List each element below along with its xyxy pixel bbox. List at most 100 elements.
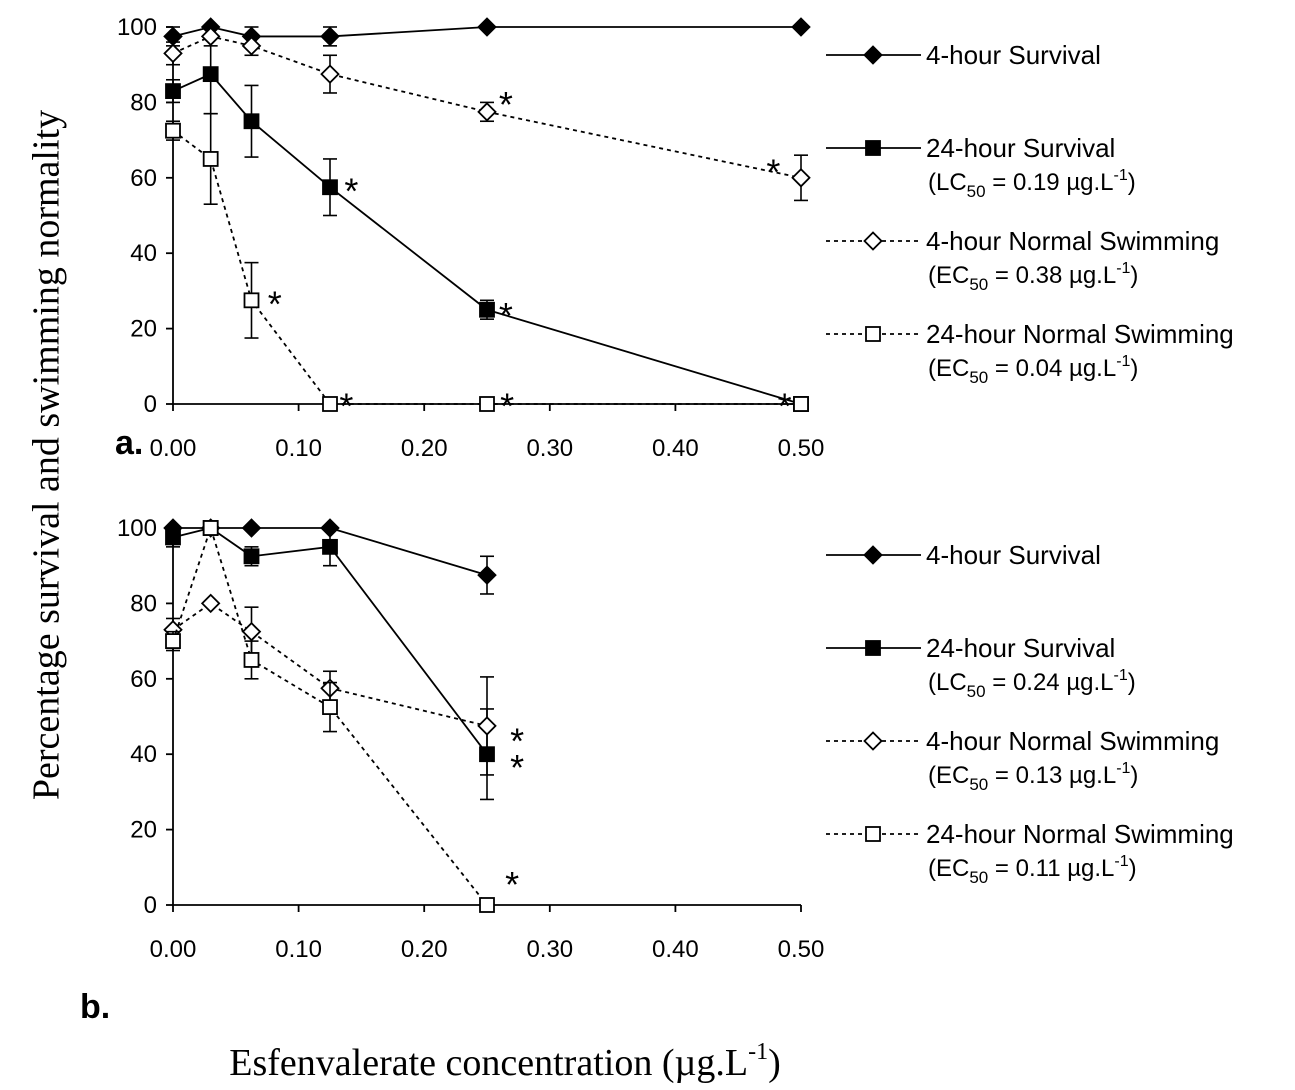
significance-star: *	[499, 295, 513, 336]
x-tick-label: 0.10	[275, 435, 322, 462]
significance-star: *	[510, 721, 524, 762]
legend-marker	[865, 140, 881, 156]
data-point	[322, 179, 338, 196]
x-tick-label: 0.40	[652, 936, 699, 963]
series-2	[163, 26, 811, 202]
x-axis-title-unit: µg.L	[674, 1042, 748, 1084]
data-point	[477, 17, 497, 37]
legend-entry: 24-hour Survival (LC50 = 0.24 µg.L-1)	[826, 633, 1136, 701]
legend-annotation-part-1: 50	[969, 275, 988, 294]
legend-annotation-part-4: )	[1129, 855, 1137, 882]
data-point	[477, 102, 497, 122]
data-point	[202, 520, 219, 536]
significance-star: *	[339, 385, 353, 426]
legend-label: 24-hour Normal Swimming	[926, 819, 1234, 849]
legend-annotation-part-2: = 0.24 µg.L	[986, 669, 1114, 696]
data-point	[243, 292, 260, 309]
data-point	[322, 396, 338, 412]
legend-annotation-part-2: = 0.04 µg.L	[988, 355, 1116, 382]
y-tick-label: 0	[144, 892, 157, 919]
series-line	[172, 73, 802, 405]
legend-entry: 4-hour Normal Swimming (EC50 = 0.13 µg.L-…	[826, 726, 1219, 794]
y-axis-title: Percentage survival and swimming normali…	[26, 110, 68, 800]
data-point	[322, 538, 338, 555]
legend-annotation-part-1: 50	[969, 368, 988, 387]
legend-annotation-part-0: (LC	[928, 169, 967, 196]
data-point	[322, 699, 338, 715]
x-tick-label: 0.10	[275, 936, 322, 963]
legend-marker	[863, 731, 883, 751]
data-point	[163, 43, 183, 64]
legend-marker	[863, 545, 883, 565]
data-point	[243, 113, 260, 130]
y-tick-label: 20	[130, 316, 157, 343]
panel-label: a.	[115, 424, 143, 462]
legend-annotation: (EC50 = 0.38 µg.L-1)	[928, 260, 1138, 294]
legend-annotation: (EC50 = 0.04 µg.L-1)	[928, 353, 1138, 387]
data-point	[200, 26, 221, 47]
data-point	[477, 565, 497, 585]
data-point	[200, 593, 221, 614]
legend-annotation-part-0: (EC	[928, 762, 969, 789]
legend-annotation-part-1: 50	[967, 682, 986, 701]
y-tick-label: 0	[144, 391, 157, 418]
legend-label: 24-hour Normal Swimming	[926, 319, 1234, 349]
x-tick-label: 0.30	[526, 435, 573, 462]
legend-label: 24-hour Survival	[926, 633, 1115, 663]
y-tick-label: 40	[130, 741, 157, 768]
x-tick-label: 0.40	[652, 435, 699, 462]
data-point	[241, 621, 262, 642]
legend-annotation-part-2: = 0.38 µg.L	[988, 262, 1116, 289]
legend-entry: 24-hour Survival (LC50 = 0.19 µg.L-1)	[826, 133, 1136, 201]
y-tick-label: 40	[130, 240, 157, 267]
legend-entry: 4-hour Survival	[826, 40, 1101, 70]
data-point	[243, 548, 260, 565]
legend-annotation-part-3: -1	[1114, 667, 1128, 684]
legend-annotation-part-3: -1	[1114, 853, 1128, 870]
data-point	[479, 301, 495, 318]
significance-star: *	[778, 385, 792, 426]
y-tick-label: 60	[130, 165, 157, 192]
significance-star: *	[268, 284, 282, 325]
legend-annotation-part-2: = 0.13 µg.L	[988, 762, 1116, 789]
x-tick-label: 0.50	[778, 936, 825, 963]
legend-annotation-part-2: = 0.19 µg.L	[986, 169, 1114, 196]
x-tick-label: 0.50	[778, 435, 825, 462]
legend-annotation: (LC50 = 0.19 µg.L-1)	[928, 167, 1136, 201]
data-point	[165, 529, 181, 546]
significance-star: *	[344, 171, 358, 212]
legend-label: 4-hour Normal Swimming	[926, 226, 1219, 256]
significance-star: *	[766, 152, 780, 193]
series-3	[165, 520, 495, 913]
data-point	[165, 83, 181, 99]
significance-star: *	[505, 864, 519, 905]
legend-annotation-part-3: -1	[1116, 760, 1130, 777]
x-tick-label: 0.00	[150, 435, 197, 462]
data-point	[477, 716, 497, 736]
significance-star: *	[510, 747, 524, 788]
y-tick-label: 60	[130, 666, 157, 693]
legend-annotation-part-4: )	[1130, 762, 1138, 789]
legend-marker	[863, 231, 883, 251]
y-tick-label: 80	[130, 590, 157, 617]
legend-annotation-part-3: -1	[1114, 167, 1128, 184]
panel-label: b.	[80, 988, 110, 1026]
x-axis-title-close: )	[768, 1042, 781, 1084]
legend-entry: 24-hour Normal Swimming (EC50 = 0.11 µg.L…	[826, 819, 1234, 887]
significance-star: *	[500, 385, 514, 426]
legend-entry: 4-hour Survival	[826, 540, 1101, 570]
data-point	[243, 652, 260, 668]
panel-a: 0 20 40 60 80 100 0.00 0.10 0.20 0.30 0.40 0.50 a. 4-…	[115, 14, 1234, 462]
legend-annotation-part-0: (EC	[928, 855, 969, 882]
series-3	[165, 112, 809, 412]
legend-annotation: (EC50 = 0.13 µg.L-1)	[928, 760, 1138, 794]
data-point	[241, 36, 262, 56]
legend-label: 4-hour Survival	[926, 40, 1101, 70]
legend-entry: 4-hour Normal Swimming (EC50 = 0.38 µg.L-…	[826, 226, 1219, 294]
legend-label: 24-hour Survival	[926, 133, 1115, 163]
data-point	[320, 26, 340, 47]
y-tick-label: 20	[130, 817, 157, 844]
data-point	[320, 64, 340, 84]
legend-entry: 24-hour Normal Swimming (EC50 = 0.04 µg.L…	[826, 319, 1234, 387]
legend-annotation-part-0: (EC	[928, 262, 969, 289]
